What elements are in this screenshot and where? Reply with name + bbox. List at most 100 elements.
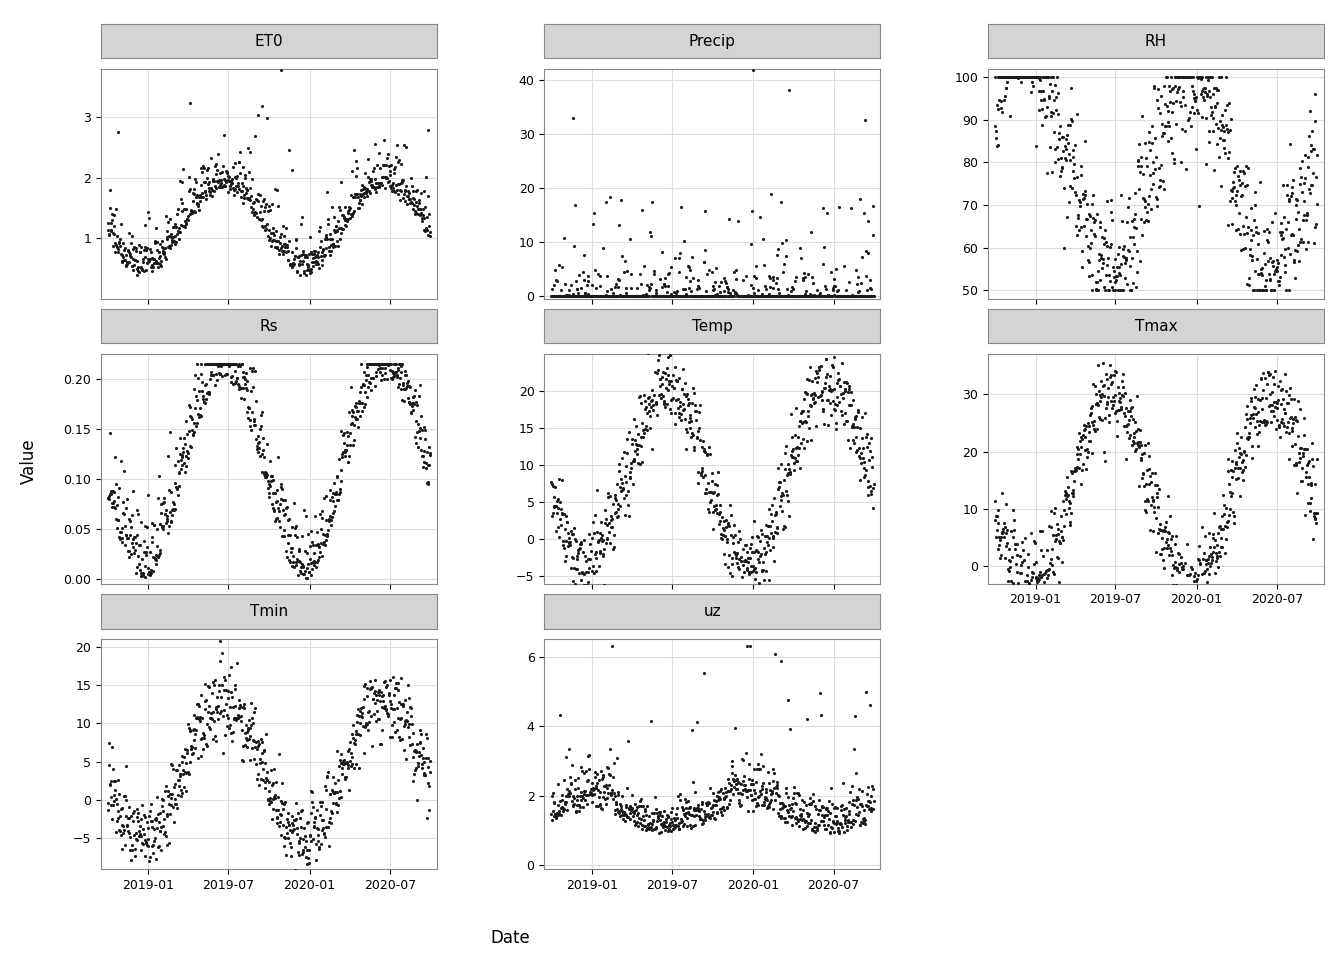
Point — [278, 142, 300, 157]
Point — [325, 486, 347, 501]
Point — [1030, 72, 1051, 87]
Point — [1103, 393, 1125, 408]
Point — [344, 732, 366, 748]
Point — [699, 262, 720, 277]
Point — [134, 218, 156, 233]
Point — [310, 244, 332, 259]
Point — [683, 288, 704, 303]
Point — [856, 245, 878, 260]
Point — [741, 776, 762, 791]
Point — [414, 444, 435, 459]
Point — [148, 244, 169, 259]
Point — [1261, 282, 1282, 298]
Point — [1091, 413, 1113, 428]
Point — [1270, 414, 1292, 429]
Point — [353, 678, 375, 693]
Point — [1081, 400, 1102, 416]
Point — [694, 204, 715, 219]
Point — [1017, 591, 1039, 607]
Point — [173, 220, 195, 235]
Point — [755, 790, 777, 805]
Point — [267, 233, 289, 249]
Point — [552, 288, 574, 303]
Point — [1285, 191, 1306, 206]
Point — [645, 282, 667, 298]
Point — [1046, 70, 1067, 85]
Point — [390, 358, 411, 373]
Point — [1134, 502, 1156, 517]
Point — [1086, 396, 1107, 411]
Point — [1023, 619, 1044, 635]
Point — [847, 276, 868, 292]
Point — [702, 264, 723, 279]
Point — [239, 361, 261, 376]
Point — [698, 439, 719, 454]
Point — [605, 788, 626, 804]
Point — [329, 753, 351, 768]
Point — [284, 256, 305, 272]
Point — [586, 288, 607, 303]
Point — [1125, 441, 1146, 456]
Point — [991, 101, 1012, 116]
Point — [366, 157, 387, 173]
Point — [341, 163, 363, 179]
Point — [726, 772, 747, 787]
Point — [172, 762, 194, 778]
Point — [730, 550, 751, 565]
Point — [281, 840, 302, 855]
Point — [684, 783, 706, 799]
Point — [700, 780, 722, 796]
Point — [345, 154, 367, 169]
Point — [148, 255, 169, 271]
Point — [401, 406, 422, 421]
Point — [1175, 581, 1196, 596]
Point — [544, 806, 566, 822]
Point — [570, 288, 591, 303]
Point — [640, 816, 661, 831]
Point — [1255, 282, 1277, 298]
Point — [986, 508, 1008, 523]
Point — [352, 398, 374, 414]
Point — [1304, 220, 1325, 235]
Point — [556, 287, 578, 302]
Point — [274, 508, 296, 523]
Point — [1130, 450, 1152, 466]
Point — [254, 465, 276, 480]
Point — [190, 708, 211, 724]
Point — [259, 793, 281, 808]
Point — [163, 799, 184, 814]
Point — [333, 200, 355, 215]
Point — [673, 375, 695, 391]
Point — [164, 458, 185, 473]
Point — [413, 183, 434, 199]
Point — [754, 278, 775, 294]
Point — [719, 796, 741, 811]
Point — [285, 230, 306, 246]
Point — [419, 224, 441, 239]
Point — [1238, 429, 1259, 444]
Point — [804, 388, 825, 403]
Point — [405, 762, 426, 778]
Point — [347, 714, 368, 730]
Point — [680, 288, 702, 303]
Point — [190, 748, 211, 763]
Point — [286, 551, 308, 566]
Point — [626, 437, 648, 452]
Point — [148, 839, 169, 854]
Point — [817, 367, 839, 382]
Point — [844, 410, 866, 425]
Point — [816, 370, 837, 385]
Point — [586, 766, 607, 781]
Point — [671, 381, 692, 396]
Point — [1266, 421, 1288, 437]
Point — [152, 244, 173, 259]
Point — [1227, 221, 1249, 236]
Point — [356, 359, 378, 374]
Point — [233, 391, 254, 406]
Point — [191, 164, 212, 180]
Point — [594, 288, 616, 303]
Point — [220, 369, 242, 384]
Point — [612, 288, 633, 303]
Point — [304, 244, 325, 259]
Point — [126, 560, 148, 575]
